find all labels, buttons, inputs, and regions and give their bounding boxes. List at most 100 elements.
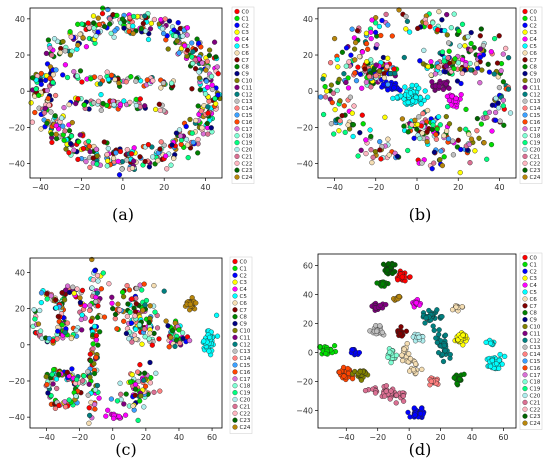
- scatter-point: [448, 25, 454, 31]
- legend-marker: [522, 64, 528, 70]
- scatter-point: [372, 149, 379, 155]
- scatter-point: [109, 300, 115, 306]
- legend-label: C22: [530, 161, 541, 167]
- scatter-point: [459, 70, 465, 77]
- scatter-point: [172, 343, 178, 350]
- scatter-point: [55, 313, 61, 320]
- scatter-point: [190, 60, 196, 67]
- scatter-point: [474, 61, 480, 67]
- scatter-point: [407, 90, 414, 96]
- scatter-point: [101, 139, 107, 145]
- scatter-point: [160, 80, 167, 86]
- scatter-point: [416, 334, 422, 340]
- scatter-point: [140, 307, 146, 313]
- legend-marker: [522, 98, 528, 104]
- legend-marker: [522, 57, 528, 63]
- scatter-point: [458, 91, 464, 98]
- scatter-point: [324, 88, 330, 94]
- scatter-point: [125, 23, 131, 29]
- scatter-point: [131, 145, 137, 151]
- scatter-point: [422, 88, 428, 94]
- legend-marker: [232, 272, 238, 278]
- scatter-point: [112, 28, 118, 34]
- scatter-point: [363, 30, 370, 36]
- scatter-point: [124, 282, 130, 289]
- scatter-point: [110, 155, 117, 161]
- scatter-point: [132, 381, 139, 388]
- scatter-point: [368, 57, 374, 63]
- scatter-point: [67, 52, 74, 58]
- scatter-point: [157, 146, 163, 152]
- scatter-point: [392, 70, 398, 77]
- panel-label: (c): [115, 440, 136, 459]
- scatter-point: [131, 158, 137, 164]
- legend-label: C9: [242, 72, 250, 78]
- scatter-point: [214, 312, 220, 318]
- scatter-point: [150, 78, 156, 84]
- scatter-point: [501, 122, 507, 128]
- scatter-point: [337, 98, 343, 104]
- x-tick-label: 60: [207, 433, 217, 442]
- scatter-point: [339, 49, 346, 55]
- scatter-point: [356, 53, 363, 60]
- legend-label: C11: [530, 85, 541, 91]
- legend-marker: [522, 413, 528, 419]
- scatter-point: [362, 388, 369, 394]
- scatter-point: [507, 110, 514, 116]
- scatter-point: [206, 348, 212, 354]
- scatter-point: [149, 342, 155, 348]
- scatter-point: [431, 327, 437, 334]
- scatter-point: [147, 330, 153, 336]
- scatter-point: [117, 101, 124, 108]
- legend-marker: [234, 57, 240, 63]
- scatter-point: [66, 397, 72, 403]
- scatter-point: [31, 307, 37, 313]
- y-tick-label: 20: [15, 305, 25, 314]
- scatter-point: [43, 374, 49, 380]
- scatter-point: [54, 385, 60, 392]
- legend-marker: [234, 167, 240, 173]
- legend-label: C6: [530, 297, 538, 303]
- scatter-point: [96, 395, 102, 401]
- legend-marker: [234, 84, 240, 90]
- legend-label: C13: [242, 99, 253, 105]
- legend-marker: [232, 307, 238, 313]
- scatter-point: [498, 68, 504, 74]
- scatter-point: [43, 50, 50, 57]
- scatter-point: [47, 75, 53, 82]
- scatter-point: [466, 131, 472, 137]
- y-tick-label: 40: [15, 268, 25, 277]
- scatter-point: [44, 87, 50, 94]
- scatter-point: [68, 133, 75, 139]
- legend-marker: [232, 321, 238, 327]
- scatter-point: [155, 158, 161, 164]
- scatter-point: [467, 160, 473, 166]
- scatter-point: [209, 73, 215, 80]
- scatter-point: [405, 129, 411, 135]
- scatter-point: [405, 99, 411, 106]
- scatter-point: [357, 130, 363, 136]
- scatter-point: [193, 300, 199, 306]
- scatter-point: [391, 85, 397, 91]
- scatter-point: [330, 90, 337, 96]
- scatter-point: [135, 369, 141, 375]
- scatter-point: [73, 393, 79, 399]
- scatter-point: [451, 65, 457, 72]
- scatter-point: [434, 339, 440, 346]
- scatter-point: [457, 43, 463, 49]
- scatter-point: [395, 277, 401, 283]
- scatter-point: [53, 131, 59, 137]
- scatter-point: [424, 139, 430, 145]
- scatter-points: [318, 7, 514, 176]
- scatter-point: [405, 147, 411, 154]
- scatter-point: [358, 377, 365, 383]
- legend-label: C20: [242, 148, 253, 154]
- y-tick-label: −40: [296, 407, 313, 416]
- legend-label: C14: [530, 352, 541, 358]
- scatter-point: [443, 81, 449, 87]
- legend-marker: [232, 341, 238, 347]
- scatter-point: [58, 115, 65, 121]
- scatter-point: [187, 301, 193, 307]
- scatter-point: [116, 413, 122, 420]
- scatter-point: [374, 328, 380, 334]
